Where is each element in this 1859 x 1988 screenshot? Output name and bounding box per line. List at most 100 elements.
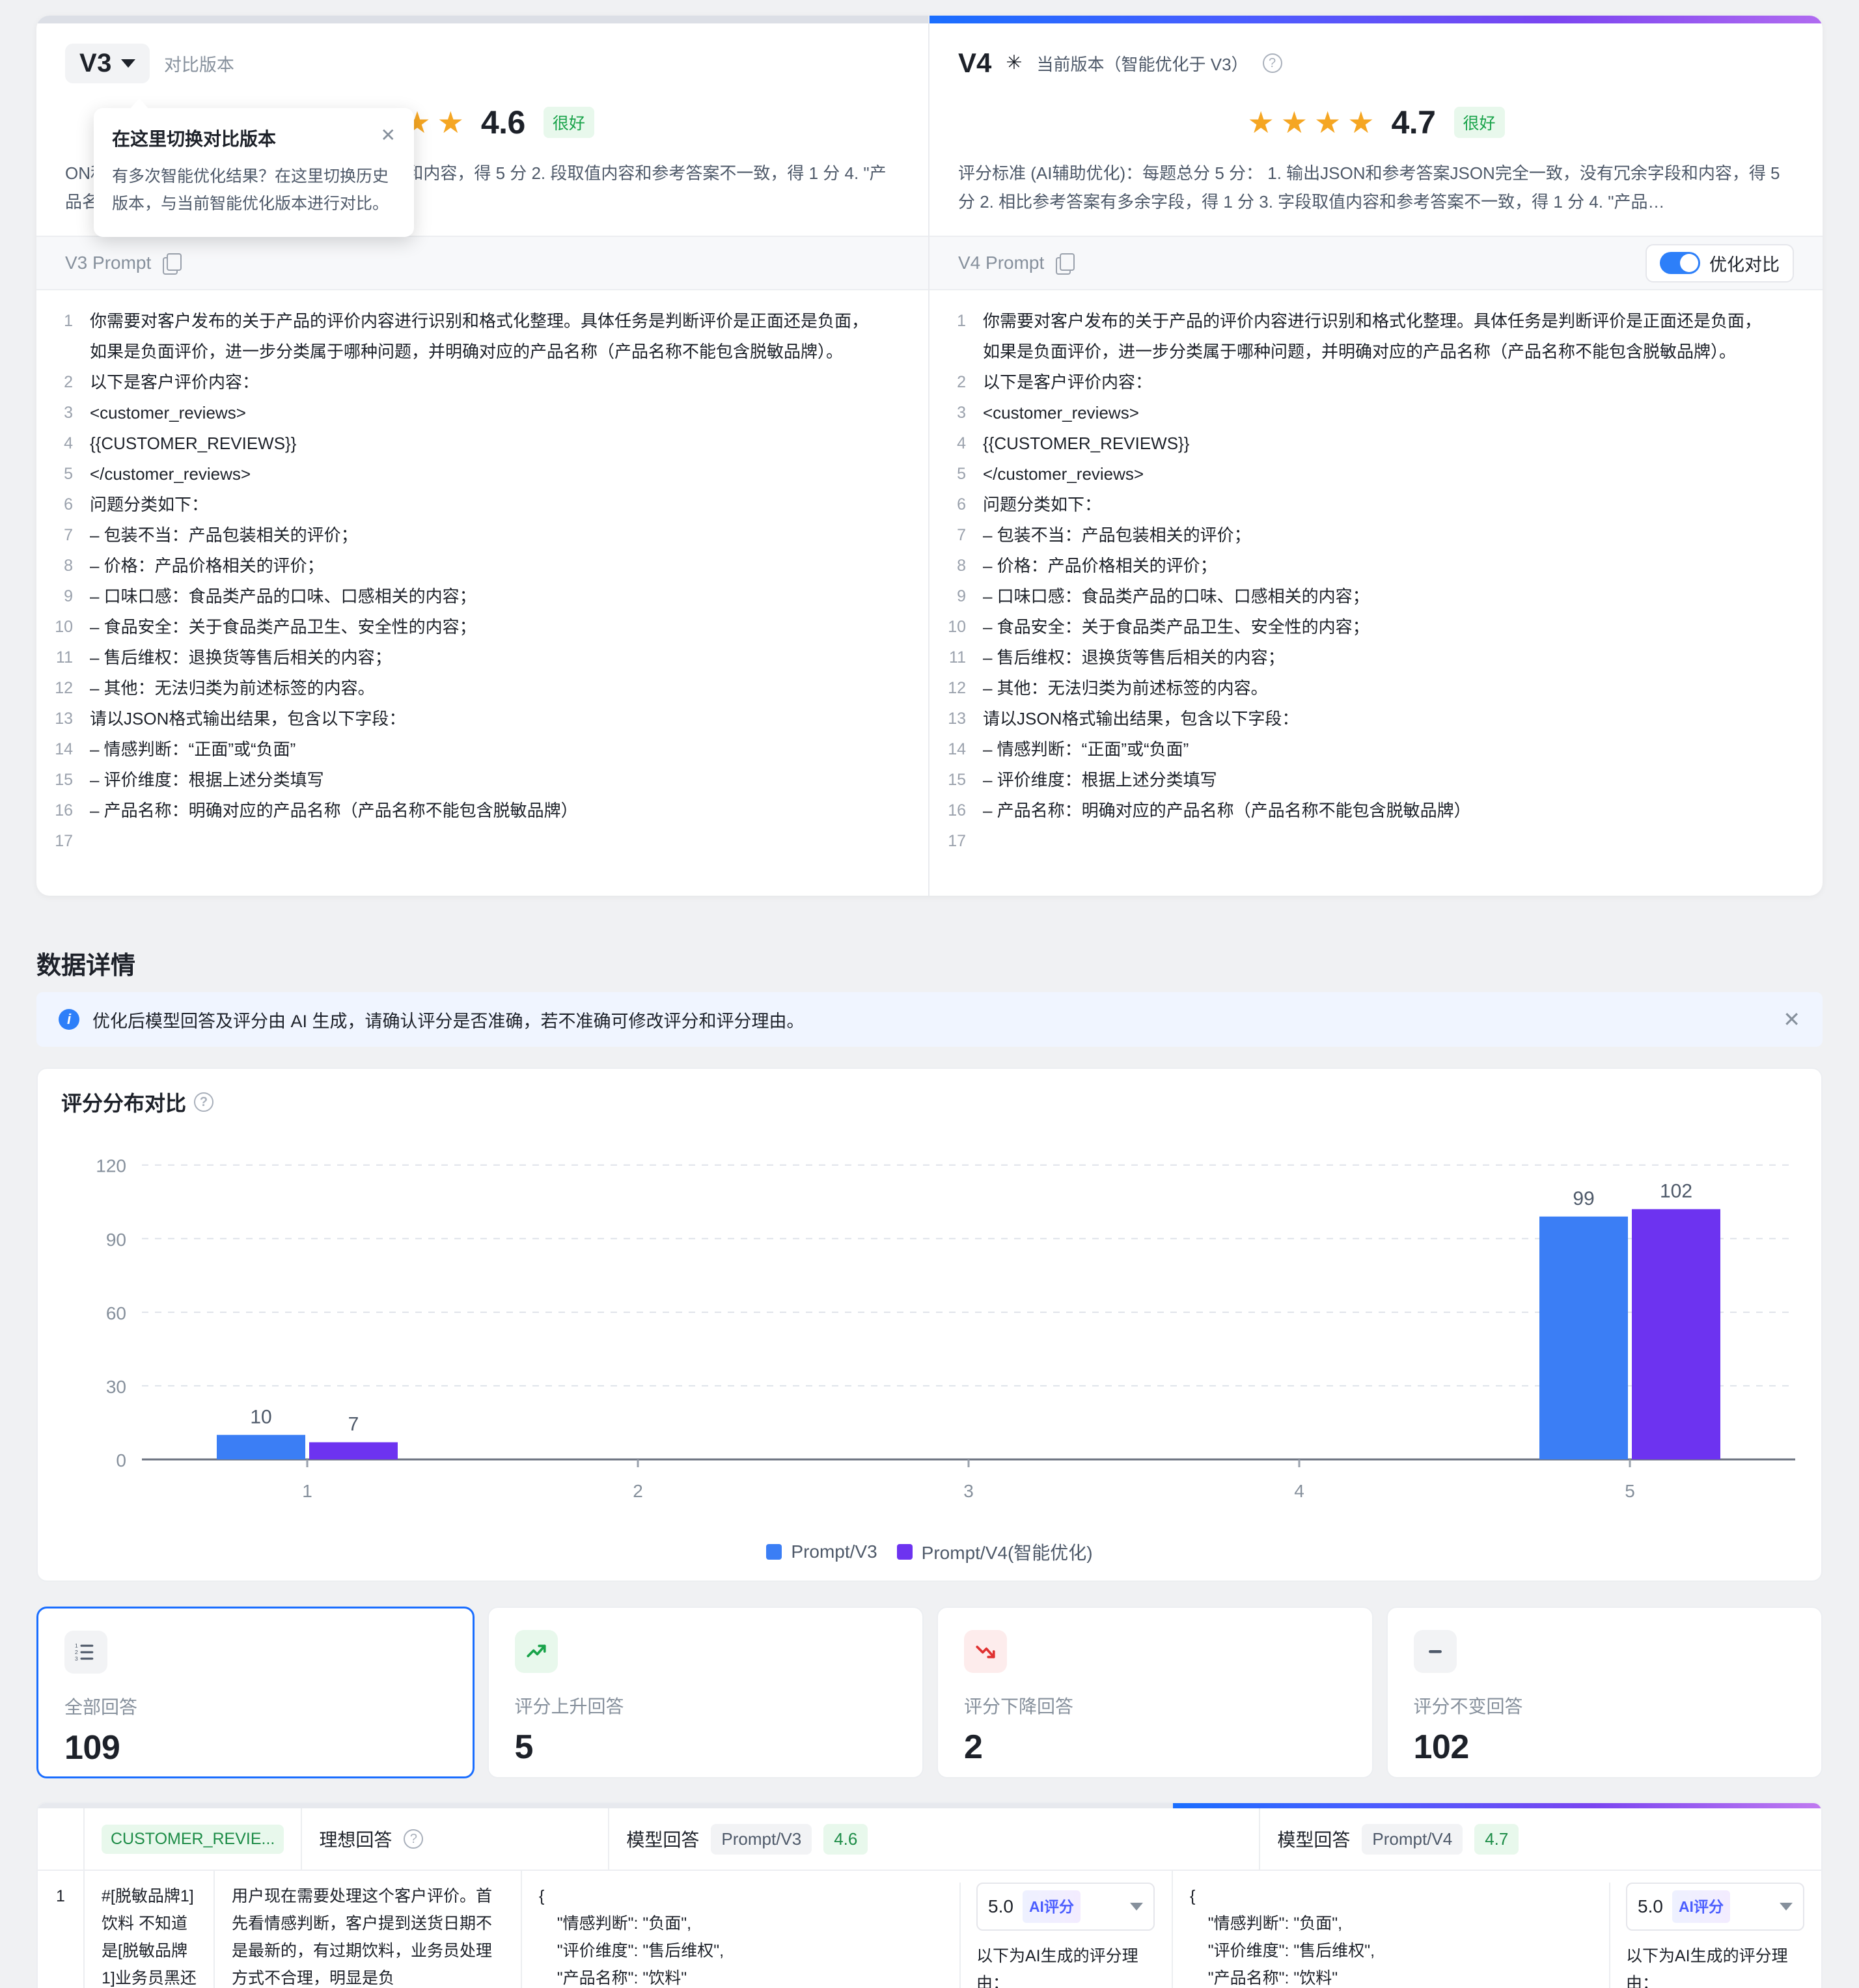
code-line: 13 请以JSON格式输出结果，包含以下字段： (943, 704, 1794, 734)
code-line-text: – 价格：产品价格相关的评价； (90, 556, 324, 575)
code-line: 4 {{CUSTOMER_REVIEWS}} (943, 428, 1794, 459)
ai-reason-text-v4: 以下为AI生成的评分理由： (1626, 1947, 1788, 1988)
model-v3-json: { "情感判断": "负面", "评价维度": "售后维权", "产品名称": … (539, 1887, 724, 1987)
code-line-text: 你需要对客户发布的关于产品的评价内容进行识别和格式化整理。具体任务是判断评价是正… (90, 311, 869, 361)
code-line-number: 14 (948, 740, 966, 758)
y-axis-tick: 120 (96, 1156, 126, 1176)
col-header-model-v3: 模型回答 Prompt/V3 4.6 (609, 1808, 1261, 1870)
copy-icon[interactable] (163, 253, 182, 275)
code-line-text: 请以JSON格式输出结果，包含以下字段： (90, 709, 406, 728)
score-value-left: 4.6 (480, 104, 526, 141)
code-line-text: – 口味口感：食品类产品的口味、口感相关的内容； (983, 587, 1370, 606)
copy-icon[interactable] (1056, 253, 1075, 275)
close-icon[interactable]: ✕ (1783, 1008, 1800, 1031)
legend-swatch-icon (896, 1544, 913, 1560)
code-line: 2 以下是客户评价内容： (943, 367, 1794, 398)
svg-text:1: 1 (75, 1642, 78, 1649)
table-accent-left (38, 1803, 1173, 1808)
pane-accent-bar-left (36, 16, 928, 23)
version-selector-v3[interactable]: V3 (65, 43, 150, 83)
code-line: 13 请以JSON格式输出结果，包含以下字段： (49, 704, 900, 734)
banner-text: 优化后模型回答及评分由 AI 生成，请确认评分是否准确，若不准确可修改评分和评分… (92, 1011, 805, 1031)
bar[interactable] (217, 1435, 305, 1459)
code-line: 14 – 情感判断：“正面”或“负面” (943, 734, 1794, 765)
code-line-text: 问题分类如下： (983, 495, 1102, 514)
score-select-v3[interactable]: 5.0 AI评分 (976, 1883, 1155, 1931)
code-line: 8 – 价格：产品价格相关的评价； (49, 551, 900, 581)
code-line-text: 问题分类如下： (90, 495, 209, 514)
model-v4-score-panel: 5.0 AI评分 以下为AI生成的评分理由： (1609, 1883, 1804, 1988)
code-line-text: <customer_reviews> (90, 403, 246, 422)
code-line-number: 17 (55, 832, 73, 850)
code-line: 12 – 其他：无法归类为前述标签的内容。 (943, 673, 1794, 704)
code-line-number: 2 (64, 373, 73, 391)
version-compare-panel: V3 对比版本 ★ ★ ★ 4.6 很好 ON和参考答案JSON完全一致，没有冗… (36, 16, 1823, 896)
legend-item[interactable]: Prompt/V4(智能优化) (896, 1539, 1093, 1565)
chevron-down-icon (1780, 1903, 1793, 1911)
help-circle-icon[interactable]: ? (1262, 53, 1282, 73)
code-line: 15 – 评价维度：根据上述分类填写 (49, 765, 900, 795)
y-axis-tick: 30 (106, 1377, 126, 1397)
code-line-text: <customer_reviews> (983, 403, 1139, 422)
chart-title-text: 评分分布对比 (61, 1092, 187, 1115)
star-icon: ★ (1280, 105, 1308, 139)
col-header-model-v4: 模型回答 Prompt/V4 4.7 (1260, 1808, 1821, 1870)
ai-score-badge-v3: AI评分 (1022, 1890, 1081, 1923)
code-line-number: 1 (957, 312, 966, 330)
code-line-number: 11 (949, 648, 966, 667)
code-line-text: – 售后维权：退换货等售后相关的内容； (90, 648, 392, 667)
bar-value-label: 102 (1660, 1181, 1692, 1202)
col-header-index (38, 1808, 85, 1870)
bar[interactable] (1632, 1209, 1720, 1459)
score-select-v4[interactable]: 5.0 AI评分 (1626, 1883, 1804, 1931)
model-answer-label-v3: 模型回答 (626, 1830, 700, 1850)
stat-card-value: 102 (1413, 1728, 1470, 1766)
stat-card-trend-up[interactable]: 评分上升回答 5 (487, 1607, 924, 1778)
data-detail-table: CUSTOMER_REVIE... 理想回答 ? 模型回答 Prompt/V3 … (36, 1802, 1823, 1988)
info-icon: i (59, 1009, 79, 1030)
code-line-text: – 口味口感：食品类产品的口味、口感相关的内容； (90, 587, 476, 606)
code-line: 1 你需要对客户发布的关于产品的评价内容进行识别和格式化整理。具体任务是判断评价是… (943, 306, 1794, 367)
stat-card-minus[interactable]: 评分不变回答 102 (1386, 1607, 1823, 1778)
optimize-compare-toggle[interactable]: 优化对比 (1646, 243, 1794, 283)
bar[interactable] (1539, 1216, 1628, 1459)
model-answer-label-v4: 模型回答 (1277, 1830, 1351, 1850)
code-line-number: 5 (64, 465, 73, 483)
pane-v4: V4 ✳ 当前版本（智能优化于 V3） ? ★ ★ ★ ★ 4.7 很好 评分标… (930, 16, 1823, 896)
help-circle-icon[interactable]: ? (404, 1829, 424, 1849)
prompt-code-v3[interactable]: 1 你需要对客户发布的关于产品的评价内容进行识别和格式化整理。具体任务是判断评价是… (36, 290, 928, 857)
prompt-code-v4[interactable]: 1 你需要对客户发布的关于产品的评价内容进行识别和格式化整理。具体任务是判断评价是… (930, 290, 1823, 857)
code-line: 6 问题分类如下： (943, 490, 1794, 520)
code-line-number: 7 (64, 526, 73, 544)
legend-swatch-icon (766, 1544, 782, 1560)
score-select-value-v3: 5.0 (988, 1896, 1013, 1916)
legend-label: Prompt/V4(智能优化) (921, 1543, 1093, 1563)
table-row[interactable]: 1 #[脱敏品牌1]饮料 不知道是[脱敏品牌1]业务员黑还是[脱敏品牌1]领导黑… (38, 1871, 1821, 1988)
sparkle-icon: ✳ (1006, 52, 1023, 74)
score-select-value-v4: 5.0 (1638, 1896, 1663, 1916)
row-reviews: #[脱敏品牌1]饮料 不知道是[脱敏品牌1]业务员黑还是[脱敏品牌1]领导黑心，… (85, 1871, 215, 1988)
code-line-text: 你需要对客户发布的关于产品的评价内容进行识别和格式化整理。具体任务是判断评价是正… (983, 311, 1762, 361)
close-icon[interactable]: ✕ (380, 125, 396, 145)
code-line-text (90, 826, 900, 857)
col-header-reviews: CUSTOMER_REVIE... (85, 1808, 303, 1870)
score-distribution-chart-card: 评分分布对比 ? 0 30 60 90 120 1 10 7 2 3 4 5 99 102 Prompt/… (36, 1068, 1823, 1582)
trend-down-icon (964, 1630, 1007, 1673)
code-line-text: – 情感判断：“正面”或“负面” (90, 739, 296, 759)
stat-card-trend-down[interactable]: 评分下降回答 2 (937, 1607, 1373, 1778)
code-line-text: – 包装不当：产品包装相关的评价； (983, 525, 1251, 545)
score-value-right: 4.7 (1391, 104, 1436, 141)
code-line: 11 – 售后维权：退换货等售后相关的内容； (943, 642, 1794, 673)
legend-item[interactable]: Prompt/V3 (766, 1541, 877, 1562)
stat-card-list[interactable]: 1 2 3 全部回答 109 (36, 1607, 475, 1778)
stat-card-value: 5 (514, 1728, 534, 1766)
help-circle-icon[interactable]: ? (194, 1092, 214, 1112)
bar[interactable] (309, 1442, 398, 1459)
score-row-right: ★ ★ ★ ★ 4.7 很好 (958, 103, 1794, 142)
prompt-label-v3: V3 Prompt (65, 253, 152, 273)
stat-card-value: 109 (64, 1729, 120, 1767)
switch-version-tooltip: 在这里切换对比版本 ✕ 有多次智能优化结果？在这里切换历史版本，与当前智能优化版… (94, 108, 414, 237)
code-line: 9 – 口味口感：食品类产品的口味、口感相关的内容； (943, 581, 1794, 612)
score-pill-v3: 4.6 (823, 1823, 868, 1855)
